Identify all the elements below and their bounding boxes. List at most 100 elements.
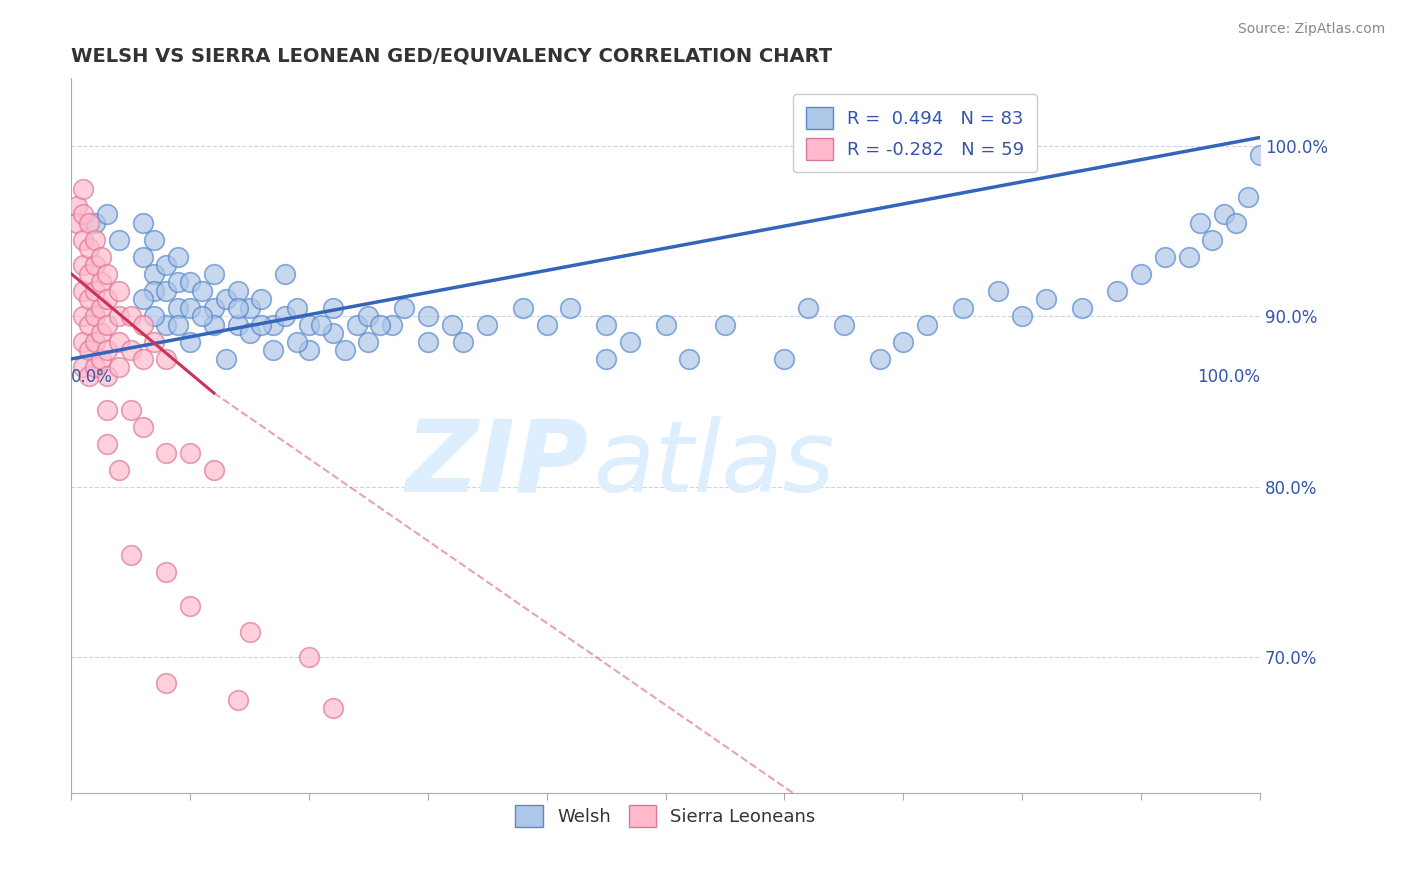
Point: [143, 310, 166, 324]
Point: [96, 318, 118, 332]
Point: [1201, 233, 1223, 247]
Point: [179, 445, 201, 459]
Point: [202, 267, 225, 281]
Point: [72, 334, 94, 349]
Point: [84, 233, 107, 247]
Point: [416, 334, 439, 349]
Point: [179, 275, 201, 289]
Point: [832, 318, 855, 332]
Text: Source: ZipAtlas.com: Source: ZipAtlas.com: [1237, 22, 1385, 37]
Point: [368, 318, 391, 332]
Point: [322, 701, 344, 715]
Point: [952, 301, 974, 315]
Point: [179, 334, 201, 349]
Point: [120, 310, 142, 324]
Point: [416, 310, 439, 324]
Point: [298, 343, 321, 358]
Point: [90, 326, 112, 341]
Point: [915, 318, 938, 332]
Point: [77, 369, 100, 384]
Point: [90, 301, 112, 315]
Point: [512, 301, 534, 315]
Point: [131, 351, 153, 366]
Point: [1011, 310, 1033, 324]
Point: [84, 310, 107, 324]
Point: [285, 301, 308, 315]
Point: [155, 258, 177, 272]
Point: [1107, 284, 1129, 298]
Point: [107, 360, 129, 375]
Point: [226, 284, 249, 298]
Point: [654, 318, 676, 332]
Point: [202, 318, 225, 332]
Point: [298, 318, 321, 332]
Point: [357, 334, 380, 349]
Point: [285, 334, 308, 349]
Point: [179, 599, 201, 613]
Point: [797, 301, 820, 315]
Point: [120, 548, 142, 562]
Point: [309, 318, 332, 332]
Point: [77, 343, 100, 358]
Point: [66, 216, 89, 230]
Point: [536, 318, 558, 332]
Point: [250, 293, 273, 307]
Point: [96, 343, 118, 358]
Point: [84, 360, 107, 375]
Point: [107, 463, 129, 477]
Point: [250, 318, 273, 332]
Text: 100.0%: 100.0%: [1197, 368, 1260, 385]
Point: [560, 301, 582, 315]
Point: [107, 233, 129, 247]
Point: [167, 275, 190, 289]
Point: [226, 692, 249, 706]
Point: [72, 233, 94, 247]
Point: [167, 318, 190, 332]
Point: [346, 318, 368, 332]
Point: [131, 293, 153, 307]
Point: [167, 250, 190, 264]
Point: [202, 463, 225, 477]
Point: [107, 310, 129, 324]
Point: [131, 216, 153, 230]
Point: [107, 334, 129, 349]
Point: [84, 216, 107, 230]
Point: [84, 258, 107, 272]
Point: [72, 258, 94, 272]
Point: [131, 250, 153, 264]
Point: [1177, 250, 1199, 264]
Point: [773, 351, 796, 366]
Point: [107, 284, 129, 298]
Point: [120, 403, 142, 417]
Point: [322, 301, 344, 315]
Point: [453, 334, 475, 349]
Point: [143, 233, 166, 247]
Point: [143, 284, 166, 298]
Point: [477, 318, 499, 332]
Point: [90, 351, 112, 366]
Point: [714, 318, 737, 332]
Point: [155, 284, 177, 298]
Point: [96, 267, 118, 281]
Point: [1237, 190, 1260, 204]
Point: [238, 301, 260, 315]
Point: [1153, 250, 1175, 264]
Point: [392, 301, 415, 315]
Point: [131, 318, 153, 332]
Point: [987, 284, 1010, 298]
Point: [869, 351, 891, 366]
Point: [202, 301, 225, 315]
Point: [238, 326, 260, 341]
Point: [96, 403, 118, 417]
Point: [72, 284, 94, 298]
Point: [226, 318, 249, 332]
Point: [1249, 147, 1271, 161]
Point: [1189, 216, 1212, 230]
Point: [1225, 216, 1247, 230]
Point: [298, 650, 321, 665]
Point: [274, 267, 297, 281]
Point: [143, 267, 166, 281]
Point: [179, 301, 201, 315]
Point: [155, 565, 177, 579]
Point: [1213, 207, 1236, 221]
